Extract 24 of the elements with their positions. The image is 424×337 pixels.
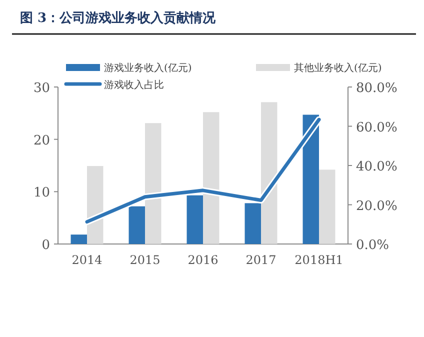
bar <box>87 166 104 244</box>
y2-tick-label: 80.0% <box>356 81 398 96</box>
x-tick-label: 2017 <box>246 253 276 267</box>
x-tick-label: 2016 <box>188 253 218 267</box>
bar <box>70 234 87 244</box>
y2-tick-label: 40.0% <box>356 160 398 174</box>
bar <box>319 170 336 244</box>
y2-tick-label: 60.0% <box>356 120 398 136</box>
chart-title: 图 3：公司游戏业务收入贡献情况 <box>20 10 217 26</box>
y-tick-label: 30 <box>33 81 50 96</box>
legend-label: 其他业务收入(亿元) <box>294 62 382 74</box>
y2-tick-label: 0.0% <box>356 238 390 253</box>
legend-label: 游戏收入占比 <box>104 79 164 91</box>
x-tick-label: 2015 <box>130 253 160 267</box>
bar <box>261 102 278 244</box>
x-tick-label: 2014 <box>72 253 103 267</box>
x-tick-label: 2018H1 <box>294 253 344 267</box>
y2-tick-label: 20.0% <box>356 198 398 214</box>
bar <box>203 112 220 244</box>
bar <box>145 123 162 244</box>
legend-label: 游戏业务收入(亿元) <box>104 62 192 74</box>
y-tick-label: 10 <box>33 186 50 201</box>
y-tick-label: 0 <box>42 238 50 253</box>
y-tick-label: 20 <box>33 133 50 148</box>
